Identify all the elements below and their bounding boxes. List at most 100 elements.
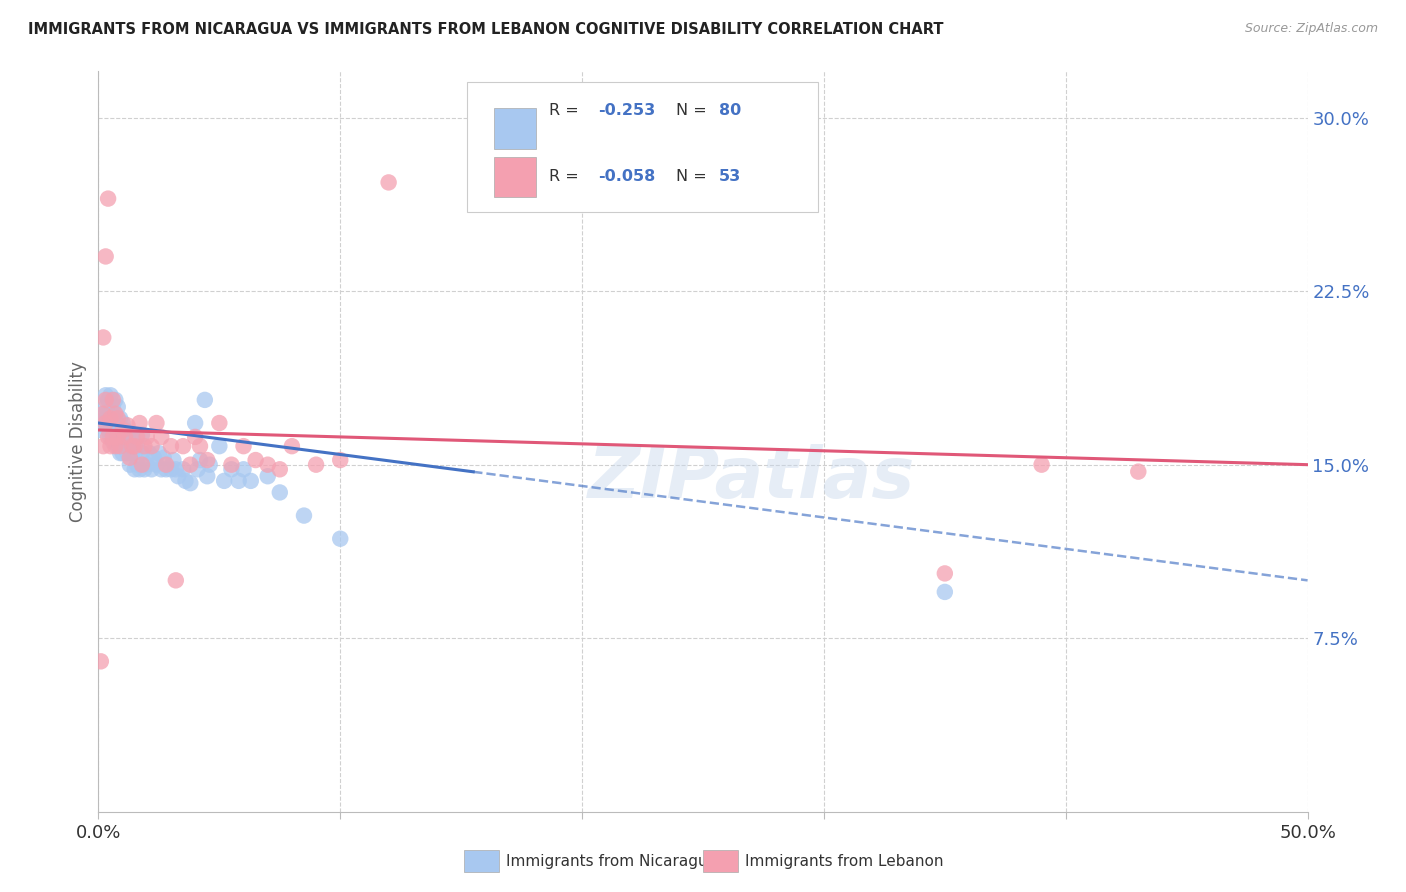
Point: [269, 485, 291, 500]
Point: [128, 416, 150, 430]
Point: [107, 427, 129, 442]
Point: [104, 439, 127, 453]
Point: [111, 416, 134, 430]
Point: [131, 446, 153, 460]
Point: [195, 469, 218, 483]
Point: [118, 439, 141, 453]
Point: [104, 423, 127, 437]
Point: [138, 446, 160, 460]
Point: [152, 450, 174, 465]
Point: [121, 446, 143, 460]
Point: [111, 434, 134, 449]
Point: [141, 462, 163, 476]
Point: [97, 392, 120, 407]
Point: [187, 462, 209, 476]
Point: [269, 462, 291, 476]
Text: Immigrants from Nicaragua: Immigrants from Nicaragua: [506, 855, 717, 869]
Point: [97, 192, 120, 206]
Point: [1128, 465, 1150, 479]
Point: [101, 411, 124, 425]
Point: [117, 418, 139, 433]
Text: ZIPatlas: ZIPatlas: [588, 444, 915, 513]
Point: [292, 508, 315, 523]
Point: [195, 453, 218, 467]
Point: [101, 423, 124, 437]
Point: [145, 416, 167, 430]
Point: [208, 416, 231, 430]
Point: [121, 430, 143, 444]
Point: [934, 585, 956, 599]
Point: [91, 416, 114, 430]
Point: [239, 474, 262, 488]
Point: [100, 388, 122, 402]
Point: [329, 532, 352, 546]
FancyBboxPatch shape: [494, 109, 536, 149]
Point: [114, 423, 136, 437]
Point: [160, 439, 183, 453]
Point: [221, 458, 243, 472]
Point: [94, 400, 117, 414]
Point: [101, 434, 124, 449]
Point: [131, 427, 153, 442]
Point: [145, 458, 167, 472]
Point: [1031, 458, 1053, 472]
Point: [143, 450, 166, 465]
Y-axis label: Cognitive Disability: Cognitive Disability: [69, 361, 87, 522]
Point: [135, 458, 157, 472]
Point: [108, 430, 131, 444]
Point: [184, 430, 207, 444]
Point: [134, 439, 156, 453]
Point: [124, 439, 146, 453]
Point: [194, 392, 217, 407]
Point: [256, 458, 278, 472]
Point: [100, 430, 122, 444]
Point: [127, 430, 149, 444]
Point: [165, 462, 187, 476]
Point: [107, 430, 129, 444]
Point: [212, 474, 235, 488]
Point: [90, 654, 112, 668]
Text: 80: 80: [718, 103, 741, 118]
Point: [208, 439, 231, 453]
FancyBboxPatch shape: [494, 156, 536, 197]
Text: -0.058: -0.058: [598, 169, 655, 184]
Point: [329, 453, 352, 467]
Point: [94, 388, 117, 402]
Point: [100, 439, 122, 453]
Point: [117, 430, 139, 444]
Point: [94, 392, 117, 407]
Point: [94, 416, 117, 430]
Point: [934, 566, 956, 581]
Point: [107, 411, 129, 425]
Point: [104, 407, 127, 421]
Point: [101, 392, 124, 407]
Point: [281, 439, 304, 453]
Text: N =: N =: [676, 103, 713, 118]
Point: [232, 462, 254, 476]
Point: [91, 407, 114, 421]
Point: [174, 474, 197, 488]
Point: [127, 439, 149, 453]
Point: [91, 407, 114, 421]
Point: [188, 439, 211, 453]
FancyBboxPatch shape: [467, 82, 818, 212]
Point: [256, 469, 278, 483]
Point: [94, 411, 117, 425]
Point: [108, 446, 131, 460]
Point: [124, 446, 146, 460]
Point: [101, 400, 124, 414]
Point: [148, 446, 170, 460]
Point: [127, 458, 149, 472]
Point: [97, 430, 120, 444]
Point: [117, 446, 139, 460]
Point: [128, 462, 150, 476]
Point: [121, 439, 143, 453]
Point: [97, 407, 120, 421]
Point: [91, 330, 114, 344]
Point: [114, 430, 136, 444]
Point: [134, 462, 156, 476]
Point: [305, 458, 328, 472]
Point: [155, 462, 177, 476]
Point: [114, 439, 136, 453]
Point: [228, 474, 250, 488]
